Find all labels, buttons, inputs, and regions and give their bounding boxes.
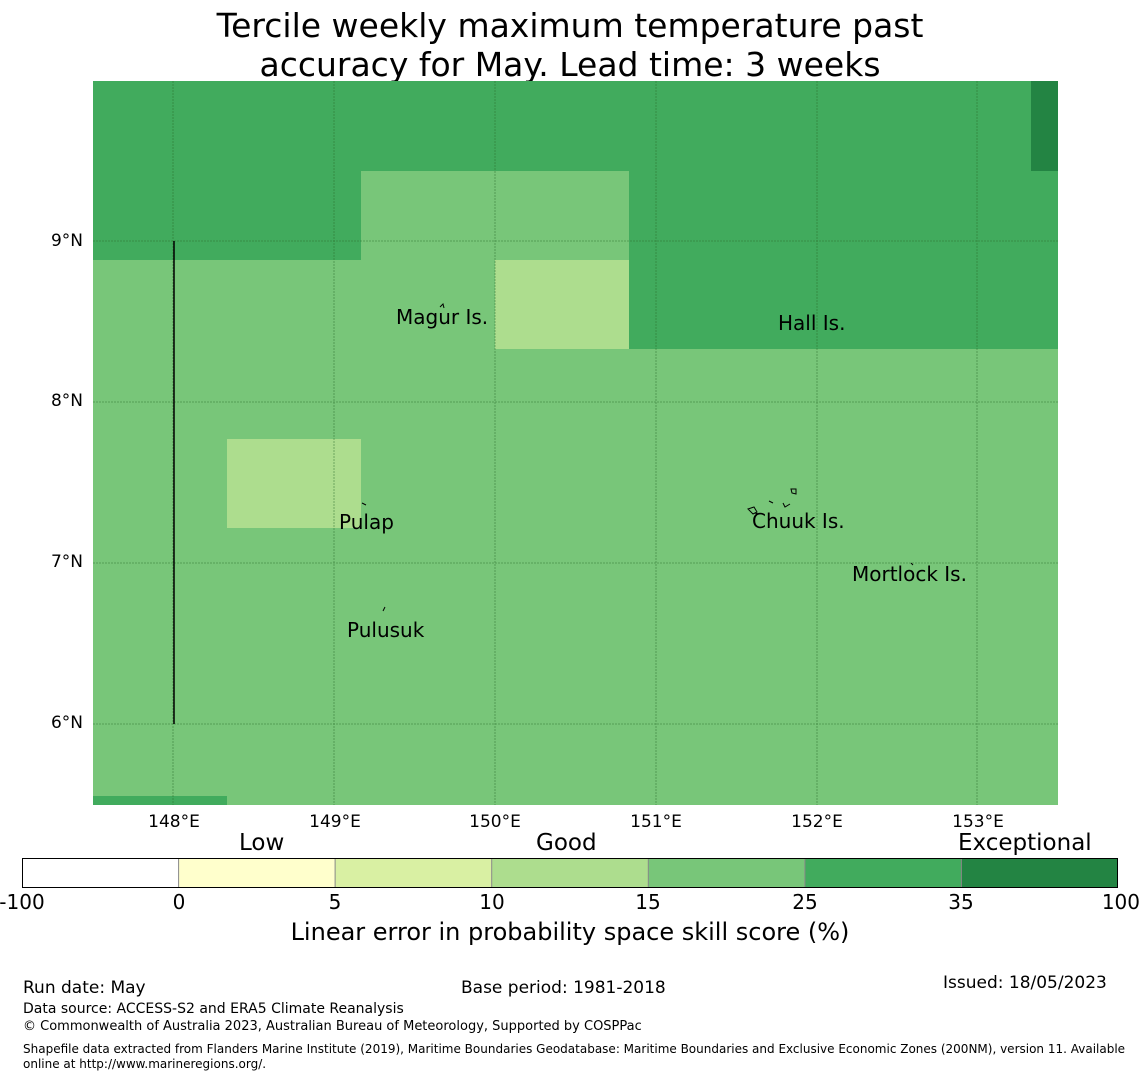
x-tick-label: 151°E — [630, 812, 682, 832]
colorbar-segment — [178, 858, 336, 888]
field-cell-corner — [1031, 81, 1058, 171]
colorbar-tick: 10 — [479, 890, 505, 914]
y-tick-label: 6°N — [50, 713, 83, 733]
place-label-hall: Hall Is. — [778, 311, 845, 335]
skill-map: Magur Is. Hall Is. Pulap Chuuk Is. Mortl… — [93, 81, 1058, 805]
run-date: Run date: May — [23, 978, 146, 998]
colorbar-tick: 5 — [328, 890, 342, 914]
field-cell-top-mid — [361, 171, 629, 260]
issued-date: Issued: 18/05/2023 — [943, 973, 1107, 993]
place-label-magur: Magur Is. — [396, 305, 488, 329]
gridlines — [93, 81, 1058, 805]
y-tick-label: 8°N — [50, 391, 83, 411]
data-source: Data source: ACCESS-S2 and ERA5 Climate … — [23, 1001, 404, 1017]
colorbar-category-exceptional: Exceptional — [958, 830, 1092, 856]
title-line-1: Tercile weekly maximum temperature past — [216, 6, 924, 45]
colorbar-segment — [648, 858, 805, 888]
place-label-pulap: Pulap — [339, 510, 394, 534]
place-label-chuuk: Chuuk Is. — [752, 509, 845, 533]
field-cell-top-band — [93, 81, 1058, 171]
field-cell-right-block — [629, 171, 1058, 349]
colorbar-category-good: Good — [536, 830, 597, 856]
place-label-pulusuk: Pulusuk — [347, 618, 425, 642]
y-tick-label: 9°N — [50, 231, 83, 251]
x-tick-label: 153°E — [952, 812, 1004, 832]
colorbar-label: Linear error in probability space skill … — [290, 918, 850, 946]
colorbar-tick: 25 — [792, 890, 818, 914]
colorbar-tick: -100 — [0, 890, 45, 914]
colorbar-tick: 0 — [172, 890, 186, 914]
colorbar-segment — [804, 858, 962, 888]
island-outlines — [361, 303, 914, 612]
x-tick-label: 150°E — [469, 812, 521, 832]
x-tick-label: 152°E — [791, 812, 843, 832]
place-label-mortlock: Mortlock Is. — [852, 562, 967, 586]
colorbar-segment — [491, 858, 649, 888]
chart-title: Tercile weekly maximum temperature past … — [0, 6, 1140, 84]
shapefile-credit: Shapefile data extracted from Flanders M… — [23, 1042, 1126, 1071]
title-line-2: accuracy for May. Lead time: 3 weeks — [259, 45, 881, 84]
colorbar-tick: 35 — [948, 890, 974, 914]
x-tick-label: 148°E — [148, 812, 200, 832]
colorbar — [22, 858, 1118, 888]
field-cell-light-2 — [227, 439, 361, 528]
colorbar-segment — [22, 858, 179, 888]
colorbar-tick: 15 — [635, 890, 661, 914]
base-period: Base period: 1981-2018 — [461, 978, 666, 998]
field-cell-bottom-strip — [93, 796, 227, 805]
field-cell-top-left — [93, 171, 361, 260]
colorbar-category-low: Low — [239, 830, 285, 856]
y-tick-label: 7°N — [50, 552, 83, 572]
colorbar-segment — [961, 858, 1118, 888]
colorbar-segment — [335, 858, 492, 888]
colorbar-tick: 100 — [1101, 890, 1140, 914]
field-cell-light-1 — [495, 260, 629, 349]
x-tick-label: 149°E — [309, 812, 361, 832]
copyright: © Commonwealth of Australia 2023, Austra… — [23, 1019, 642, 1034]
